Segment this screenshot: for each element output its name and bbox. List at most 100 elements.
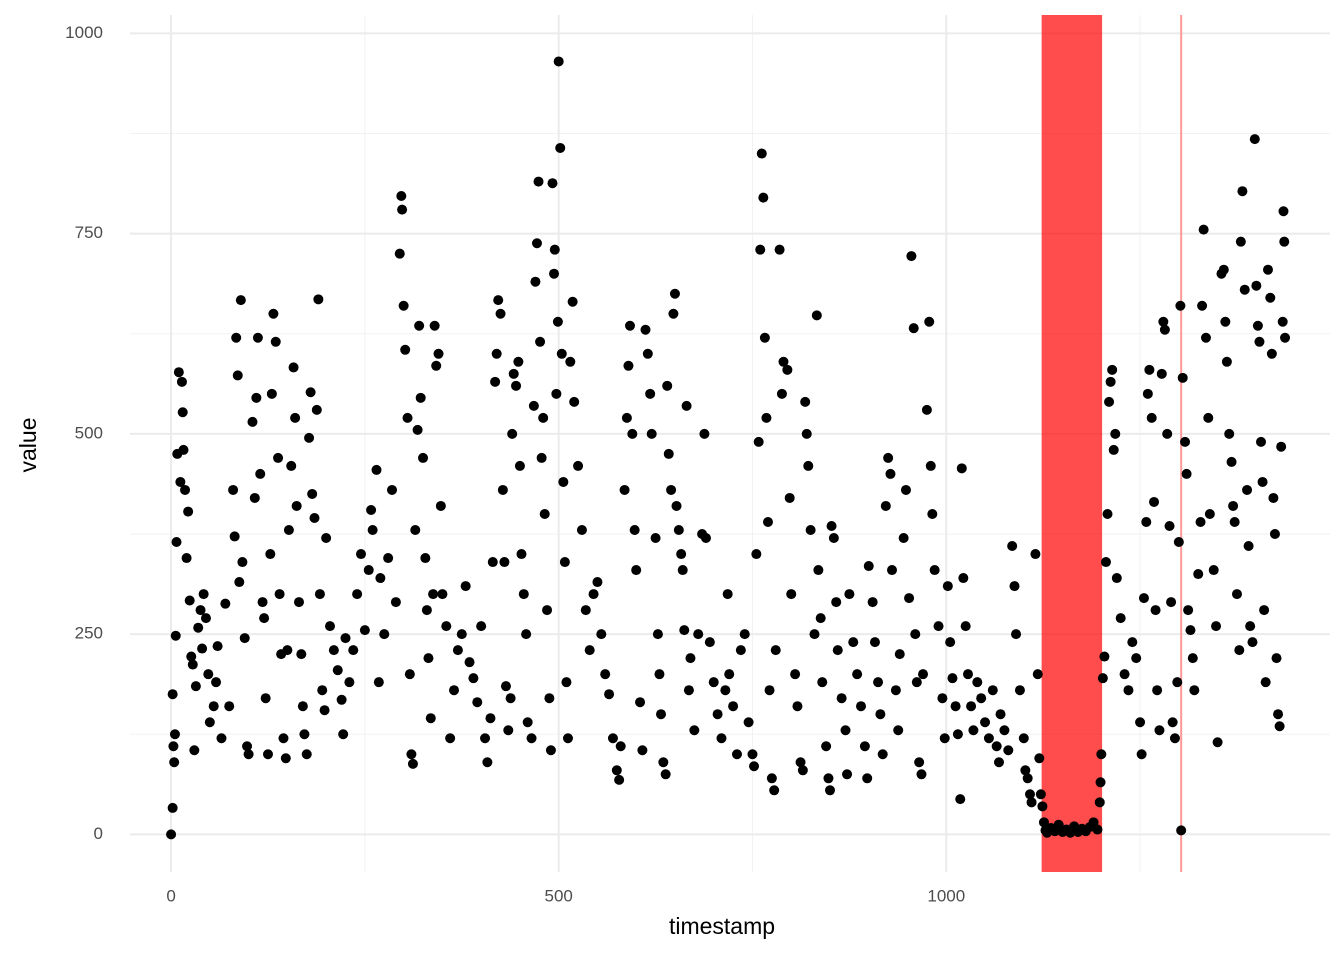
point (1180, 436, 1191, 447)
point (1037, 801, 1048, 812)
point (600, 669, 611, 680)
point (371, 464, 382, 475)
point (485, 713, 496, 724)
point (637, 745, 648, 756)
point (307, 488, 318, 499)
point (344, 677, 355, 688)
point (666, 484, 677, 495)
point (1115, 613, 1126, 624)
point (991, 741, 1002, 752)
point (1260, 677, 1271, 688)
point (1172, 677, 1183, 688)
point (642, 348, 653, 359)
point (558, 476, 569, 487)
point (863, 561, 874, 572)
point (1266, 348, 1277, 359)
point (317, 685, 328, 696)
point (561, 677, 572, 688)
point (724, 669, 735, 680)
point (169, 757, 180, 768)
point (995, 709, 1006, 720)
point (1245, 621, 1256, 632)
point (604, 689, 615, 700)
point (414, 320, 425, 331)
point (255, 468, 266, 479)
point (266, 388, 277, 399)
point (187, 659, 198, 670)
point (189, 745, 200, 756)
point (526, 733, 537, 744)
point (658, 757, 669, 768)
point (1131, 653, 1142, 664)
point (712, 709, 723, 720)
point (428, 589, 439, 600)
point (297, 701, 308, 712)
point (1154, 725, 1165, 736)
point (743, 717, 754, 728)
point (528, 400, 539, 411)
point (1092, 824, 1103, 835)
point (668, 308, 679, 319)
point (1100, 557, 1111, 568)
point (521, 629, 532, 640)
point (1020, 765, 1031, 776)
point (1035, 789, 1046, 800)
highlight-band (1041, 15, 1103, 872)
point (493, 295, 504, 306)
point (513, 356, 524, 367)
point (514, 460, 525, 471)
labels: 0 500 1000 0 250 500 750 1000 (65, 23, 965, 906)
point (1229, 516, 1240, 527)
point (290, 412, 301, 423)
point (539, 508, 550, 519)
point (1034, 753, 1045, 764)
point (1127, 637, 1138, 648)
point (945, 637, 956, 648)
point (407, 758, 418, 769)
point (1025, 789, 1035, 800)
point (552, 316, 563, 327)
point (468, 673, 479, 684)
point (195, 605, 206, 616)
point (423, 653, 434, 664)
point (508, 368, 519, 379)
point (662, 380, 673, 391)
point (766, 773, 777, 784)
point (1162, 428, 1173, 439)
point (180, 484, 191, 495)
point (1110, 428, 1121, 439)
point (212, 641, 223, 652)
point (1185, 625, 1196, 636)
point (784, 492, 795, 503)
point (652, 629, 663, 640)
point (555, 142, 566, 153)
point (231, 332, 242, 343)
point (677, 565, 688, 576)
point (542, 605, 553, 616)
point (911, 677, 922, 688)
point (1146, 412, 1157, 423)
point (228, 484, 239, 495)
point (178, 444, 189, 455)
point (247, 416, 258, 427)
point (220, 598, 231, 609)
point (619, 484, 630, 495)
point (429, 320, 440, 331)
point (1268, 492, 1279, 503)
point (535, 336, 546, 347)
point (815, 613, 826, 624)
point (700, 533, 711, 544)
point (309, 512, 320, 523)
y-tick-label: 500 (75, 423, 103, 442)
point (813, 565, 824, 576)
point (234, 577, 245, 588)
point (1096, 749, 1107, 760)
point (614, 774, 625, 785)
point (283, 525, 294, 536)
point (356, 549, 367, 560)
point (359, 625, 370, 636)
point (663, 448, 674, 459)
point (699, 428, 710, 439)
point (500, 681, 511, 692)
